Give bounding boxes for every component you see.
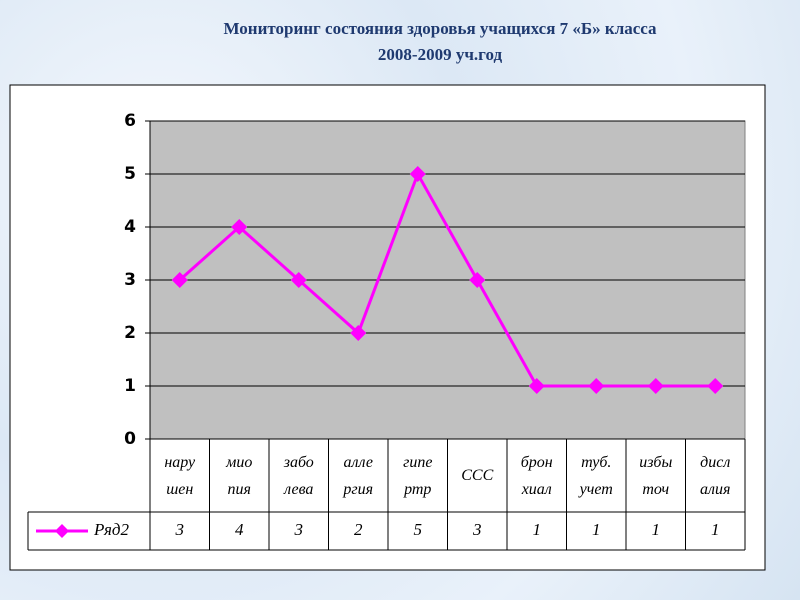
table-value: 3 <box>294 520 304 539</box>
marker <box>707 378 724 394</box>
y-tick-label: 5 <box>124 164 136 184</box>
marker <box>469 272 486 288</box>
chart-subtitle: 2008-2009 уч.год <box>378 45 503 64</box>
x-tick-label: забо лева <box>283 453 314 498</box>
y-tick-label: 6 <box>124 111 136 131</box>
marker <box>171 272 188 288</box>
series-line <box>178 170 716 388</box>
marker <box>409 166 426 182</box>
x-tick-label: избы точ <box>639 453 673 498</box>
x-tick-label: туб. учет <box>579 453 613 498</box>
table-value: 3 <box>175 520 185 539</box>
chart-title: Мониторинг состояния здоровья учащихся 7… <box>223 19 657 38</box>
y-tick-label: 1 <box>124 376 136 396</box>
x-tick-label: алле ргия <box>343 453 374 498</box>
x-tick-label: дисл алия <box>700 453 731 498</box>
table-value: 2 <box>354 520 363 539</box>
marker <box>350 325 367 341</box>
marker <box>231 219 248 235</box>
marker <box>528 378 545 394</box>
marker <box>588 378 605 394</box>
legend-marker <box>55 524 69 538</box>
x-tick-label: мио пия <box>226 453 253 498</box>
table-value: 5 <box>414 520 423 539</box>
table-value: 1 <box>533 520 542 539</box>
x-tick-label: брон хиал <box>520 453 553 498</box>
y-tick-label: 2 <box>124 323 136 343</box>
marker <box>290 272 307 288</box>
table-value: 1 <box>711 520 720 539</box>
y-tick-label: 3 <box>124 270 136 290</box>
table-value: 3 <box>472 520 482 539</box>
y-tick-label: 4 <box>124 217 136 237</box>
x-tick-label: ССС <box>461 467 494 484</box>
legend-label: Ряд2 <box>93 520 129 539</box>
table-value: 1 <box>592 520 601 539</box>
y-tick-label: 0 <box>124 429 136 449</box>
x-tick-label: нару шен <box>164 453 196 498</box>
table-value: 1 <box>652 520 661 539</box>
marker <box>647 378 664 394</box>
x-tick-label: гипе ртр <box>403 453 433 498</box>
table-value: 4 <box>235 520 244 539</box>
